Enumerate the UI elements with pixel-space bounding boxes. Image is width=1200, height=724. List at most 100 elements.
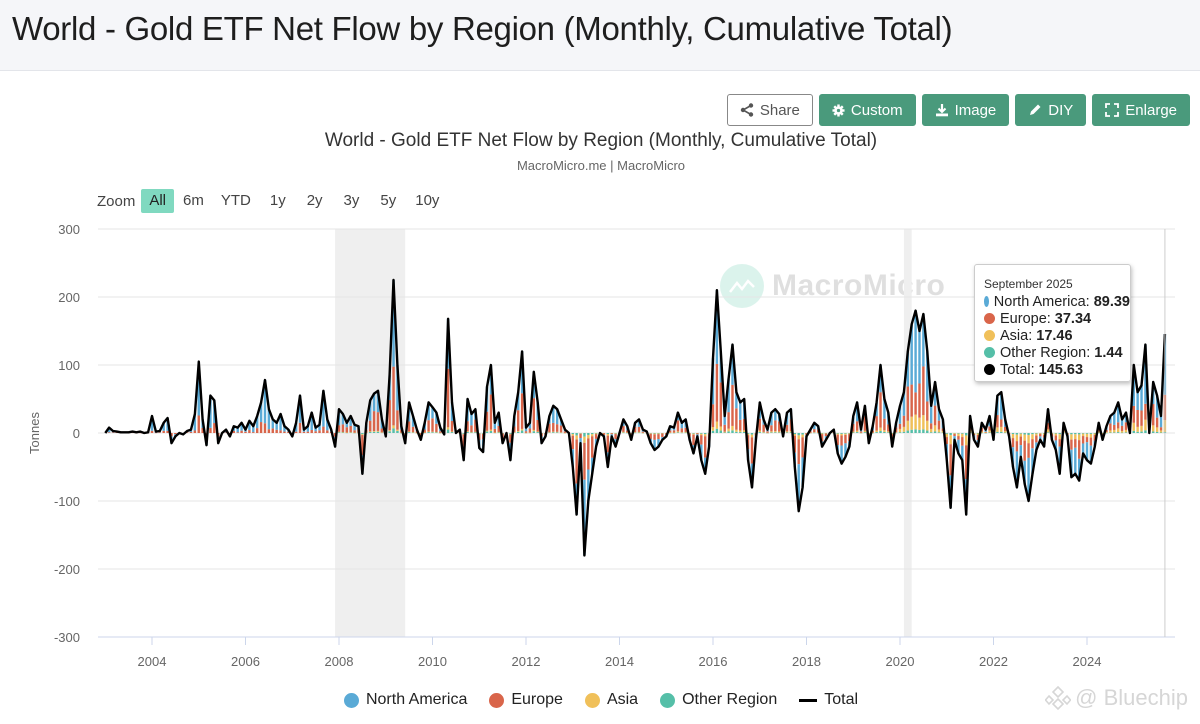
stacked-bar-segment (1155, 427, 1159, 432)
stacked-bar-segment (271, 428, 274, 433)
stacked-bar-segment (392, 280, 395, 367)
stacked-bar-segment (1015, 451, 1019, 488)
stacked-bar-segment (902, 426, 906, 432)
stacked-bar-segment (922, 415, 925, 430)
stacked-bar-segment (1136, 426, 1139, 432)
stacked-bar-segment (922, 366, 925, 416)
zoom-3y-button[interactable]: 3y (343, 192, 360, 209)
stacked-bar-segment (742, 430, 746, 432)
stacked-bar-segment (661, 433, 664, 438)
stacked-bar-segment (1081, 443, 1085, 454)
stacked-bar-segment (883, 430, 886, 432)
x-tick-label: 2006 (231, 654, 260, 669)
stacked-bar-segment (407, 421, 411, 432)
stacked-bar-segment (937, 429, 941, 433)
stacked-bar-segment (1113, 424, 1116, 430)
stacked-bar-segment (423, 429, 426, 433)
other-region-legend-icon (660, 692, 676, 708)
stacked-bar-segment (388, 431, 391, 433)
stacked-bar-segment (996, 431, 999, 433)
stacked-bar-segment (926, 430, 929, 433)
stacked-bar-segment (396, 410, 399, 430)
stacked-bar-segment (622, 426, 625, 432)
x-tick-label: 2010 (418, 654, 447, 669)
stacked-bar-segment (633, 426, 637, 433)
zoom-2y-button[interactable]: 2y (306, 192, 323, 209)
stacked-bar-segment (902, 431, 906, 433)
stacked-bar-segment (470, 413, 473, 426)
stacked-bar-segment (298, 422, 302, 433)
enlarge-button[interactable]: Enlarge (1092, 94, 1190, 126)
stacked-bar-segment (1085, 442, 1089, 461)
zoom-ytd-button[interactable]: YTD (220, 192, 251, 209)
stacked-bar-segment (1042, 433, 1046, 434)
stacked-bar-segment (926, 351, 929, 402)
stacked-bar-segment (778, 431, 781, 433)
stacked-bar-segment (1019, 436, 1022, 446)
stacked-bar-segment (528, 432, 532, 433)
legend-item-other-region[interactable]: Other Region (660, 691, 777, 709)
stacked-bar-segment (520, 430, 524, 433)
zoom-5y-button[interactable]: 5y (380, 192, 397, 209)
stacked-bar-segment (626, 432, 629, 433)
download-icon (935, 104, 948, 117)
legend-label: Other Region (682, 691, 778, 708)
stacked-bar-segment (824, 433, 828, 434)
stacked-bar-segment (719, 430, 722, 433)
zoom-6m-button[interactable]: 6m (183, 192, 204, 209)
stacked-bar-segment (929, 405, 933, 424)
stacked-bar-segment (470, 432, 473, 433)
diy-button[interactable]: DIY (1015, 94, 1087, 126)
stacked-bar-segment (996, 427, 999, 432)
stacked-bar-segment (855, 402, 859, 422)
stacked-bar-segment (700, 433, 703, 436)
stacked-bar-segment (427, 431, 430, 433)
pencil-icon (1030, 104, 1041, 115)
legend-item-europe[interactable]: Europe (489, 691, 563, 709)
stacked-bar-segment (587, 433, 590, 436)
stacked-bar-segment (606, 433, 610, 435)
stacked-bar-segment (933, 382, 937, 406)
zoom-1y-button[interactable]: 1y (269, 192, 286, 209)
stacked-bar-segment (766, 431, 769, 433)
legend-item-asia[interactable]: Asia (584, 691, 638, 709)
legend-item-total[interactable]: Total (799, 691, 858, 709)
stacked-bar-segment (914, 310, 917, 393)
stacked-bar-segment (388, 430, 391, 432)
stacked-bar-segment (758, 432, 761, 433)
stacked-bar-segment (692, 433, 695, 434)
zoom-10y-button[interactable]: 10y (415, 192, 440, 209)
stacked-bar-segment (883, 418, 886, 431)
stacked-bar-segment (801, 437, 804, 458)
stacked-bar-segment (704, 433, 707, 435)
image-download-button[interactable]: Image (921, 94, 1010, 126)
stacked-bar-segment (431, 407, 434, 419)
stacked-bar-segment (349, 425, 352, 433)
custom-label: Custom (850, 101, 903, 119)
stacked-bar-segment (606, 434, 610, 436)
stacked-bar-segment (926, 420, 929, 431)
stacked-bar-segment (368, 420, 372, 432)
stacked-bar-segment (739, 419, 742, 431)
stacked-bar-segment (275, 422, 278, 430)
stacked-bar-segment (692, 433, 695, 435)
stacked-bar-segment (310, 412, 313, 430)
legend-item-north-america[interactable]: North America (343, 691, 467, 709)
zoom-all-button[interactable]: All (141, 189, 175, 213)
stacked-bar-segment (887, 431, 890, 433)
stacked-bar-segment (185, 432, 189, 433)
share-button[interactable]: Share (726, 94, 813, 126)
stacked-bar-segment (1132, 422, 1135, 431)
stacked-bar-segment (439, 431, 442, 433)
stacked-bar-segment (957, 433, 960, 434)
stacked-bar-segment (552, 405, 555, 423)
x-tick-label: 2020 (886, 654, 915, 669)
stacked-bar-segment (922, 429, 925, 433)
stacked-bar-segment (762, 424, 765, 432)
stacked-bar-segment (910, 324, 913, 385)
stacked-bar-segment (1144, 403, 1147, 420)
custom-button[interactable]: Custom (818, 94, 916, 126)
stacked-bar-segment (513, 432, 516, 433)
stacked-bar-segment (797, 464, 800, 512)
